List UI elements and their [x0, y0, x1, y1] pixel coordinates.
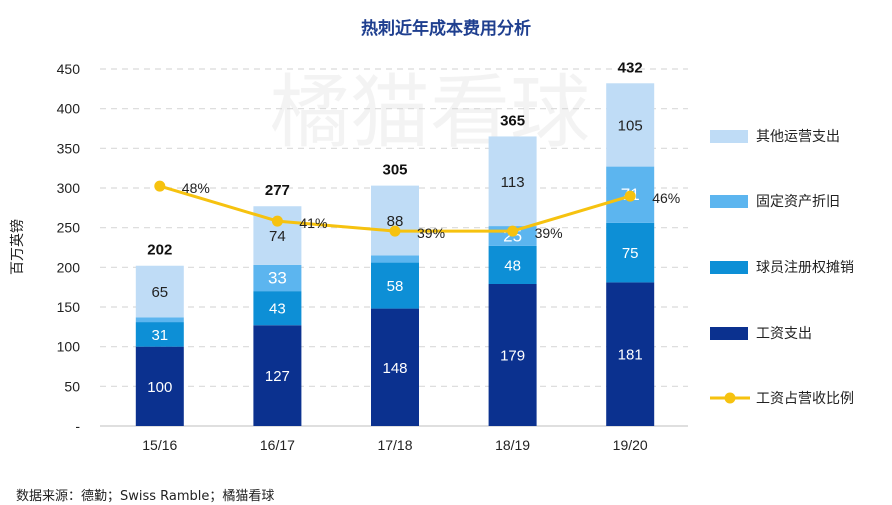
bar-data-label: 88	[387, 213, 404, 230]
bar-segment	[488, 245, 537, 284]
bar-segment	[371, 308, 419, 426]
bar-segment	[488, 136, 537, 227]
bar-segment	[135, 322, 184, 347]
bar-segment	[135, 265, 184, 318]
bar-total-label: 277	[265, 182, 290, 199]
bar-segment	[606, 222, 655, 283]
bar-data-label: 127	[265, 368, 290, 385]
x-tick-label: 18/19	[495, 437, 530, 453]
legend-label: 其他运营支出	[756, 129, 840, 145]
y-tick-label: -	[75, 418, 80, 434]
bar-data-label: 33	[268, 269, 287, 288]
ratio-data-label: 39%	[417, 225, 445, 241]
ratio-line-point	[624, 190, 636, 202]
y-axis-ticks: - 50 100 150 200 250 300 350 400 450	[57, 61, 81, 434]
ratio-line-point	[271, 215, 283, 227]
bar-data-label: 148	[382, 360, 407, 377]
ratio-line-point	[389, 225, 401, 237]
legend-line-marker	[724, 392, 736, 404]
legend-label: 固定资产折旧	[756, 194, 840, 210]
bar-data-label: 65	[151, 284, 168, 301]
y-tick-label: 350	[57, 140, 81, 156]
bar-segment	[371, 262, 419, 309]
y-tick-label: 300	[57, 180, 81, 196]
legend-label: 球员注册权摊销	[756, 260, 854, 276]
x-tick-label: 15/16	[142, 437, 177, 453]
bar-total-label: 202	[147, 242, 172, 259]
ratio-data-label: 39%	[535, 225, 563, 241]
chart-title: 热刺近年成本费用分析	[361, 19, 531, 39]
legend-swatch	[710, 327, 748, 340]
bar-segment	[253, 264, 302, 292]
source-note: 数据来源：德勤；Swiss Ramble；橘猫看球	[16, 489, 275, 504]
bar-data-label: 75	[622, 245, 639, 262]
ratio-data-label: 46%	[652, 190, 680, 206]
bar-segment	[135, 346, 184, 426]
x-tick-label: 19/20	[613, 437, 648, 453]
bar-segment	[488, 283, 537, 426]
legend-label: 工资支出	[756, 326, 812, 342]
legend-swatch	[710, 261, 748, 274]
ratio-data-label: 41%	[299, 215, 327, 231]
bar-data-label: 181	[618, 347, 643, 364]
y-tick-label: 100	[57, 339, 81, 355]
bar-data-label: 113	[501, 174, 525, 191]
bar-segment	[371, 255, 419, 263]
x-tick-label: 16/17	[260, 437, 295, 453]
bar-total-label: 365	[500, 112, 525, 129]
ratio-data-label: 48%	[182, 180, 210, 196]
legend-swatch	[710, 195, 748, 208]
x-tick-label: 17/18	[377, 437, 412, 453]
y-tick-label: 250	[57, 220, 81, 236]
bar-data-label: 31	[151, 327, 168, 344]
bar-segment	[135, 317, 184, 323]
ratio-line-point	[154, 180, 166, 192]
bar-data-label: 58	[387, 278, 404, 295]
y-tick-label: 150	[57, 299, 81, 315]
ratio-line-point	[507, 225, 519, 237]
bar-segment	[606, 83, 655, 167]
bar-segment	[371, 185, 419, 256]
y-tick-label: 400	[57, 101, 81, 117]
y-tick-label: 50	[64, 378, 80, 394]
legend-label: 工资占营收比例	[756, 391, 854, 407]
bar-data-label: 74	[269, 228, 286, 245]
bar-segment	[606, 282, 655, 426]
x-axis-ticks: 15/16 16/17 17/18 18/19 19/20	[142, 437, 648, 453]
bar-segment	[253, 291, 302, 326]
y-tick-label: 450	[57, 61, 81, 77]
bar-total-label: 305	[382, 162, 407, 179]
bar-data-label: 100	[147, 379, 172, 396]
bar-data-label: 105	[618, 117, 643, 134]
bar-data-label: 179	[500, 347, 525, 364]
bars: 1003165202127433374277148588830517948251…	[135, 59, 655, 426]
ratio-line: 48% 41% 39% 39% 46%	[154, 180, 680, 241]
bar-data-label: 48	[504, 257, 521, 274]
y-axis-label: 百万英镑	[9, 219, 26, 275]
y-tick-label: 200	[57, 259, 81, 275]
watermark: 橘猫看球	[270, 66, 590, 159]
bar-segment	[253, 325, 302, 426]
bar-data-label: 43	[269, 301, 286, 318]
legend-swatch	[710, 130, 748, 143]
bar-total-label: 432	[618, 59, 643, 76]
